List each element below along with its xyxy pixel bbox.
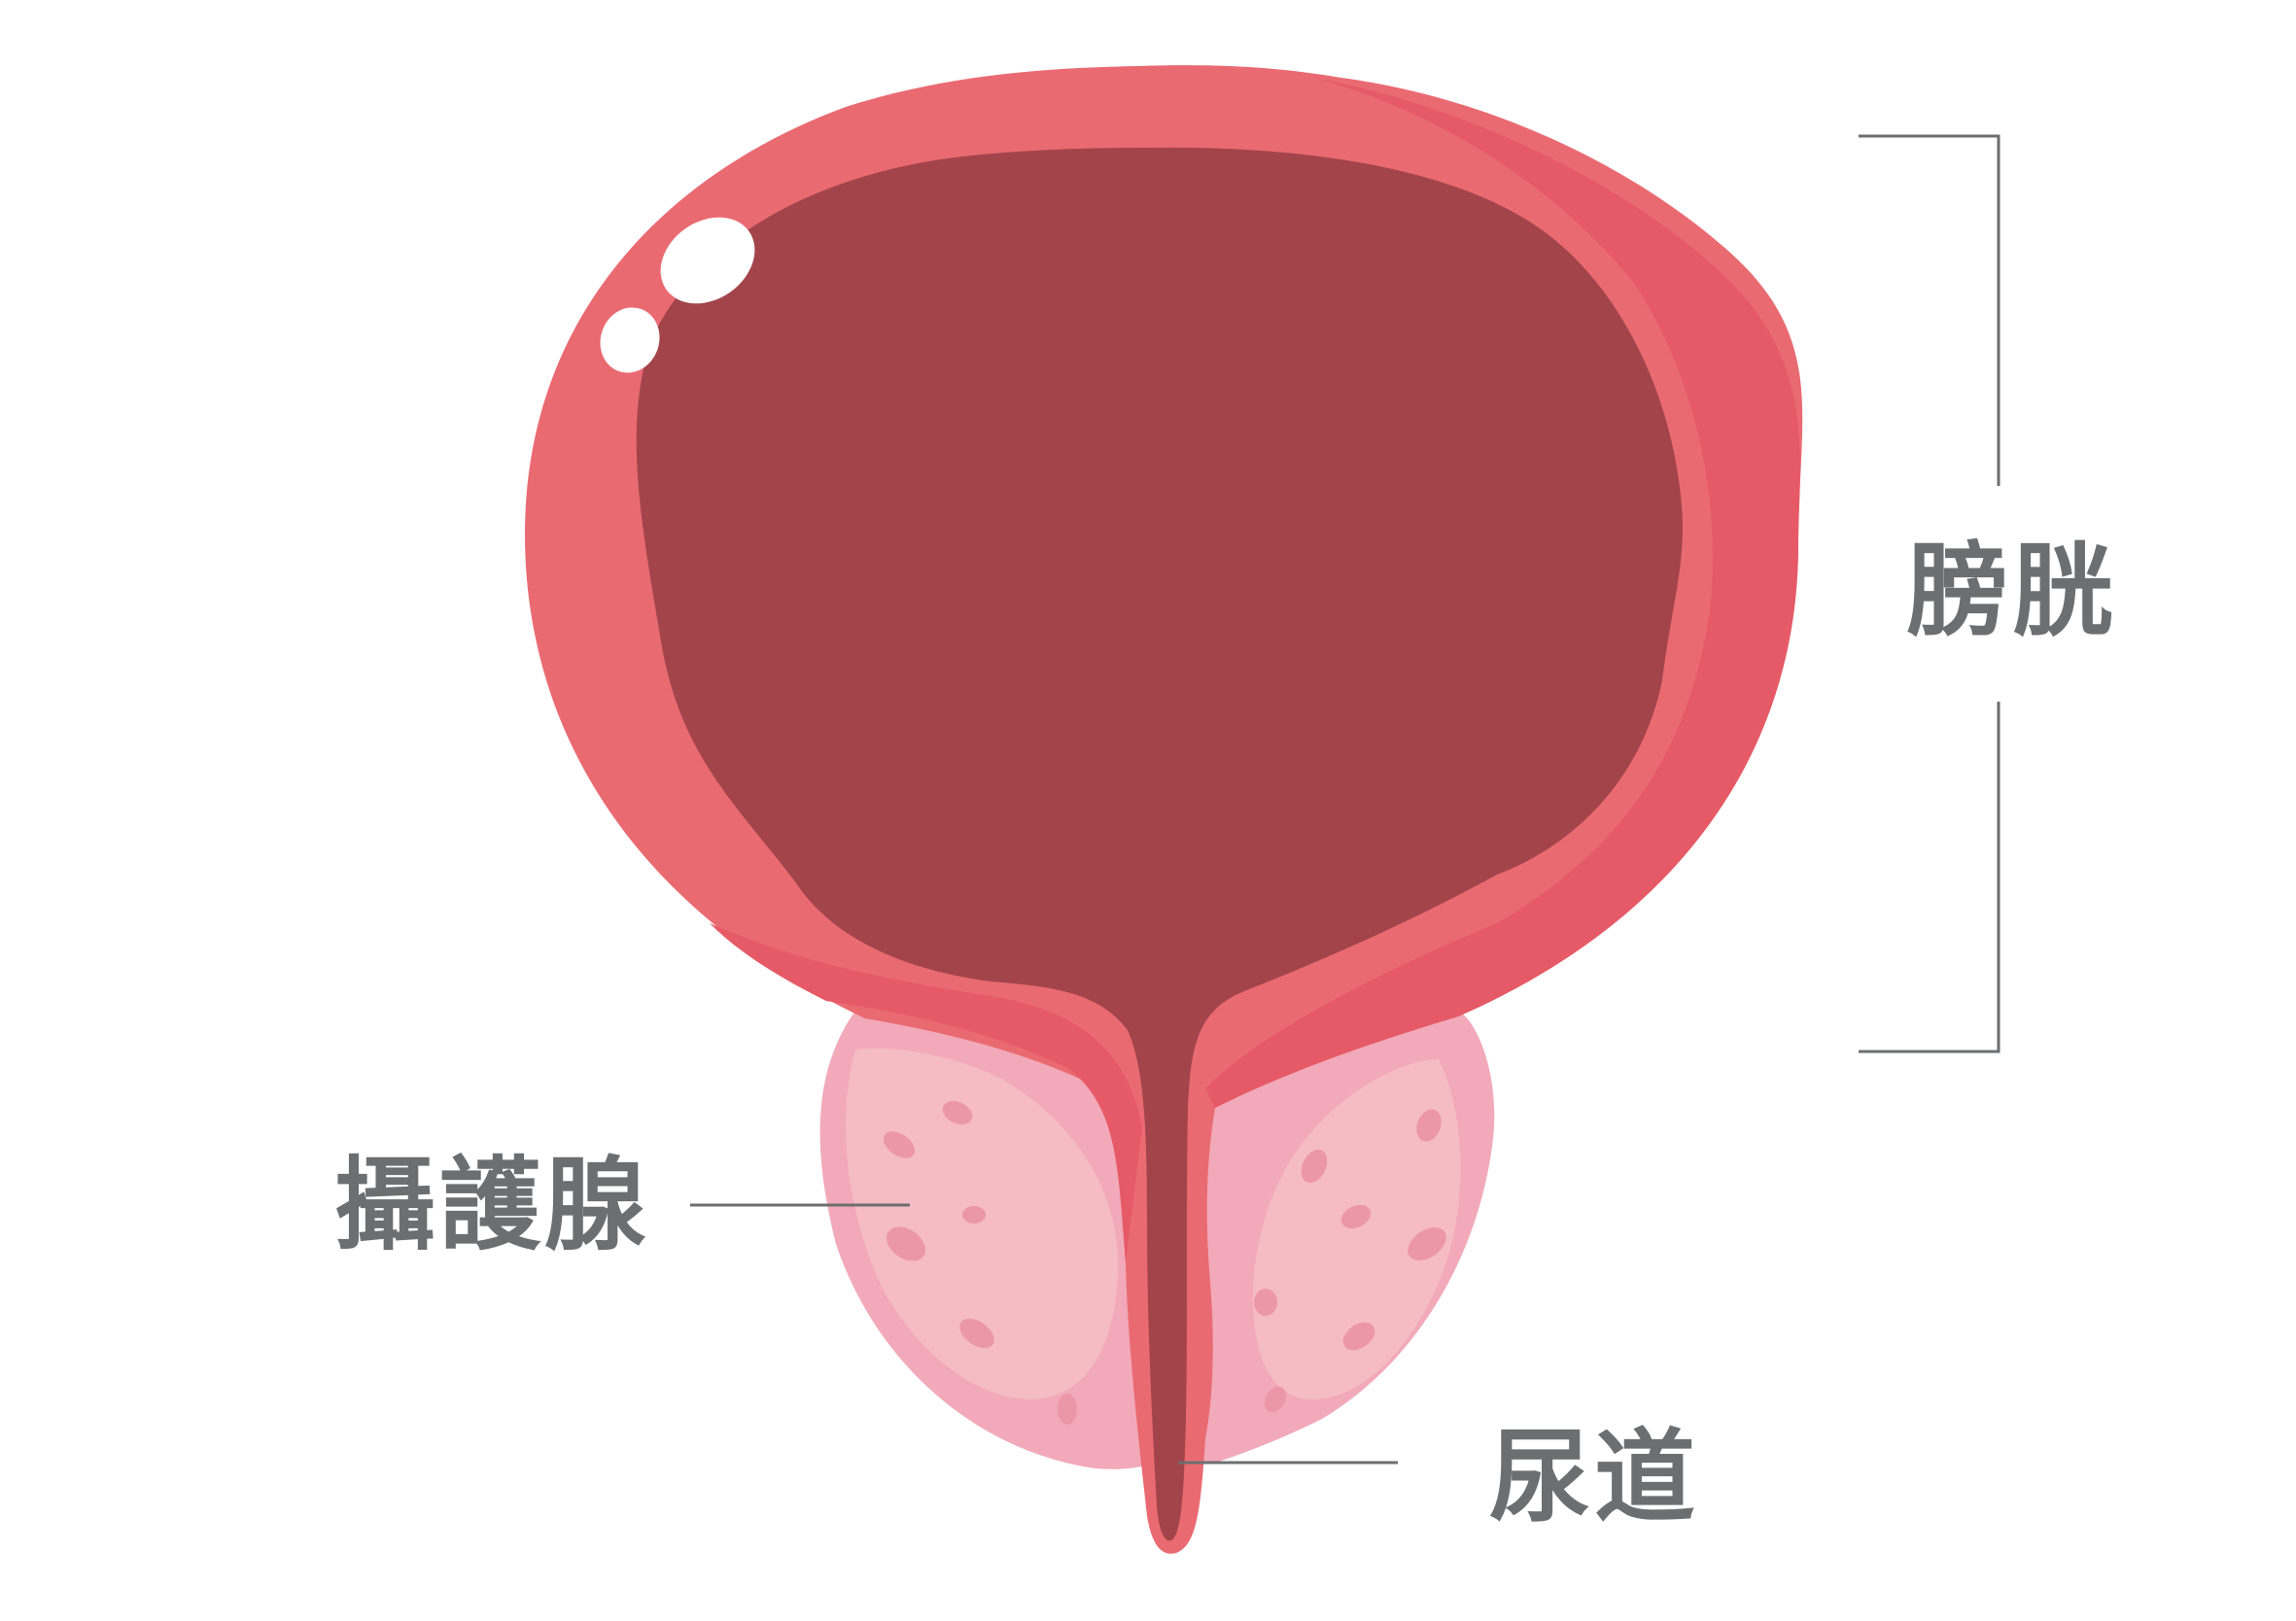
prostate-spot (1301, 1149, 1328, 1184)
prostate-spots (883, 1100, 1446, 1425)
prostate-spot (962, 1206, 986, 1224)
prostate-spot (959, 1318, 994, 1349)
bladder-bracket-bottom (1859, 702, 2000, 1053)
bladder-wall-shade (1205, 78, 1800, 1108)
prostate-spot (1342, 1322, 1375, 1351)
bladder-bracket-top (1859, 134, 2000, 486)
bladder-highlight-large (660, 217, 755, 304)
prostate-spot (1416, 1109, 1442, 1142)
prostate-spot (1254, 1289, 1277, 1316)
urethra-label: 尿道 (1489, 1418, 1700, 1536)
bladder-lumen (636, 147, 1683, 1541)
prostate-label: 攝護腺 (334, 1146, 650, 1264)
prostate-spot (1340, 1204, 1372, 1229)
bladder-label: 膀胱 (1907, 532, 2118, 650)
bladder-bracket (1859, 134, 2000, 1053)
bladder-highlight-small (600, 307, 660, 373)
prostate-spot (942, 1100, 973, 1125)
prostate-left-lobe (846, 1048, 1118, 1399)
prostate-spot (883, 1131, 916, 1158)
prostate-spot (1408, 1226, 1446, 1261)
prostate-right-lobe (1253, 1059, 1461, 1399)
prostate-spot (1058, 1394, 1077, 1425)
prostate-spot (887, 1226, 925, 1261)
bladder (525, 65, 1803, 1554)
prostate-spot (1264, 1386, 1287, 1413)
bladder-wall-shade-bottom (710, 923, 1142, 1263)
